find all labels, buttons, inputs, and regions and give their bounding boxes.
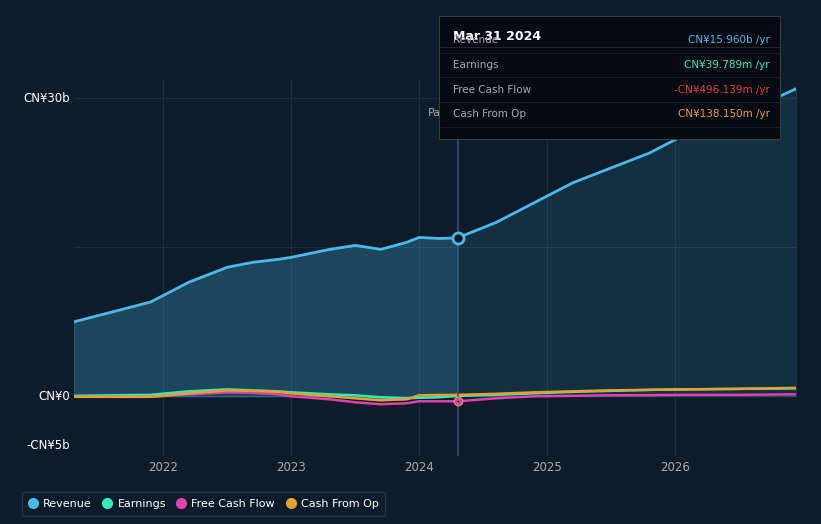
Text: CN¥138.150m /yr: CN¥138.150m /yr	[677, 110, 770, 119]
Text: Revenue: Revenue	[453, 36, 498, 46]
Text: Free Cash Flow: Free Cash Flow	[453, 85, 531, 95]
Text: CN¥30b: CN¥30b	[24, 92, 71, 105]
Text: -CN¥496.139m /yr: -CN¥496.139m /yr	[674, 85, 770, 95]
Text: Past: Past	[428, 108, 451, 118]
Text: CN¥39.789m /yr: CN¥39.789m /yr	[684, 60, 770, 70]
Text: CN¥0: CN¥0	[39, 390, 71, 403]
Text: Mar 31 2024: Mar 31 2024	[453, 30, 541, 43]
Text: Cash From Op: Cash From Op	[453, 110, 526, 119]
Text: Earnings: Earnings	[453, 60, 498, 70]
Legend: Revenue, Earnings, Free Cash Flow, Cash From Op: Revenue, Earnings, Free Cash Flow, Cash …	[22, 493, 385, 516]
Text: Analysts Forecasts: Analysts Forecasts	[468, 108, 571, 118]
Text: -CN¥5b: -CN¥5b	[26, 440, 71, 452]
Text: CN¥15.960b /yr: CN¥15.960b /yr	[688, 36, 770, 46]
